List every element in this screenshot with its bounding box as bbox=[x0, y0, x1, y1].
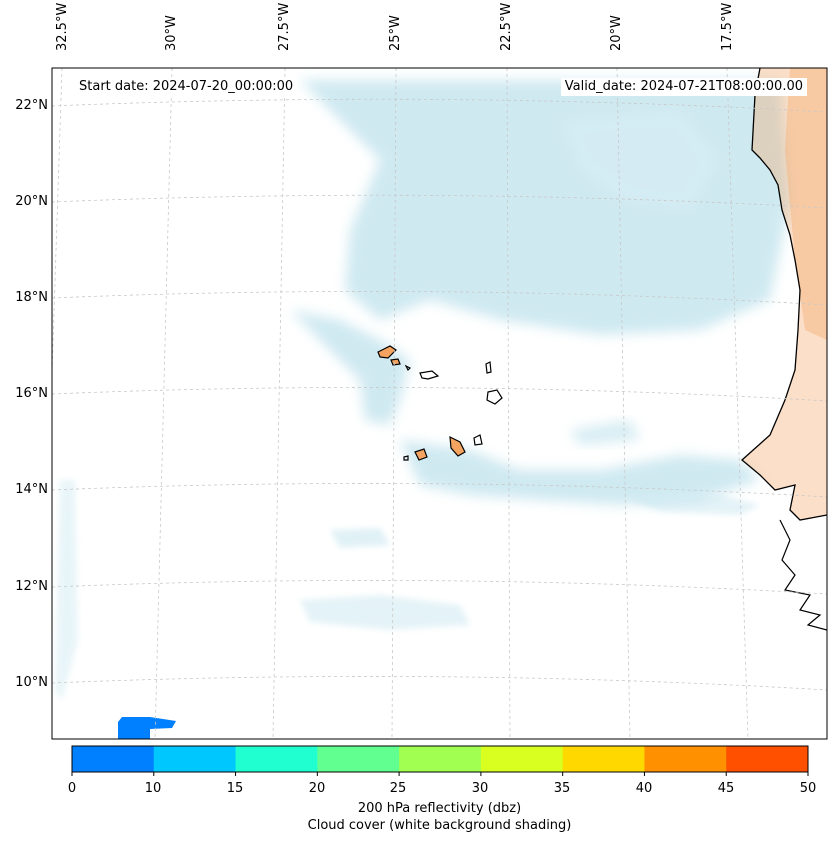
map-frame bbox=[51, 67, 828, 740]
cb-tick-10: 10 bbox=[144, 781, 162, 796]
cb-tick-40: 40 bbox=[635, 781, 653, 796]
lon-label-32.5W: 32.5°W bbox=[55, 2, 70, 51]
colorbar-segment bbox=[562, 746, 645, 772]
africa-coast-land bbox=[741, 68, 827, 631]
lon-label-30W: 30°W bbox=[164, 15, 179, 51]
lat-label-14N: 14°N bbox=[15, 482, 48, 497]
valid-date-label: Valid_date: 2024-07-21T08:00:00.00 bbox=[560, 78, 807, 96]
colorbar-segment bbox=[644, 746, 727, 772]
colorbar-sublabel: Cloud cover (white background shading) bbox=[307, 818, 572, 833]
colorbar-segment bbox=[317, 746, 400, 772]
colorbar-segment bbox=[235, 746, 318, 772]
lat-label-10N: 10°N bbox=[15, 675, 48, 690]
colorbar-segment bbox=[399, 746, 482, 772]
lat-label-16N: 16°N bbox=[15, 386, 48, 401]
cb-tick-25: 25 bbox=[389, 781, 407, 796]
lat-label-12N: 12°N bbox=[15, 579, 48, 594]
lon-label-17.5W: 17.5°W bbox=[720, 2, 735, 51]
colorbar-segment bbox=[72, 746, 155, 772]
reflectivity-blob bbox=[118, 717, 176, 739]
cb-tick-50: 50 bbox=[799, 781, 817, 796]
lat-label-22N: 22°N bbox=[15, 98, 48, 113]
lon-label-20W: 20°W bbox=[609, 15, 624, 51]
cb-tick-35: 35 bbox=[553, 781, 571, 796]
colorbar-label: 200 hPa reflectivity (dbz) bbox=[357, 801, 522, 816]
colorbar-border bbox=[71, 745, 809, 773]
colorbar-segment bbox=[153, 746, 237, 772]
cb-tick-0: 0 bbox=[67, 781, 77, 796]
lat-label-20N: 20°N bbox=[15, 194, 48, 209]
cape-verde-islands bbox=[377, 345, 503, 461]
cb-tick-20: 20 bbox=[308, 781, 326, 796]
cb-tick-45: 45 bbox=[717, 781, 735, 796]
cb-tick-30: 30 bbox=[471, 781, 489, 796]
lon-label-25W: 25°W bbox=[388, 15, 403, 51]
colorbar-segment bbox=[480, 746, 564, 772]
lat-label-18N: 18°N bbox=[15, 290, 48, 305]
cloud-cover-shading bbox=[55, 80, 790, 700]
graticule bbox=[52, 68, 827, 739]
cb-tick-15: 15 bbox=[226, 781, 244, 796]
lon-label-22.5W: 22.5°W bbox=[499, 2, 514, 51]
colorbar-segment bbox=[726, 746, 809, 772]
colorbar bbox=[71, 745, 809, 776]
lon-label-27.5W: 27.5°W bbox=[277, 2, 292, 51]
start-date-label: Start date: 2024-07-20_00:00:00 bbox=[75, 78, 298, 96]
